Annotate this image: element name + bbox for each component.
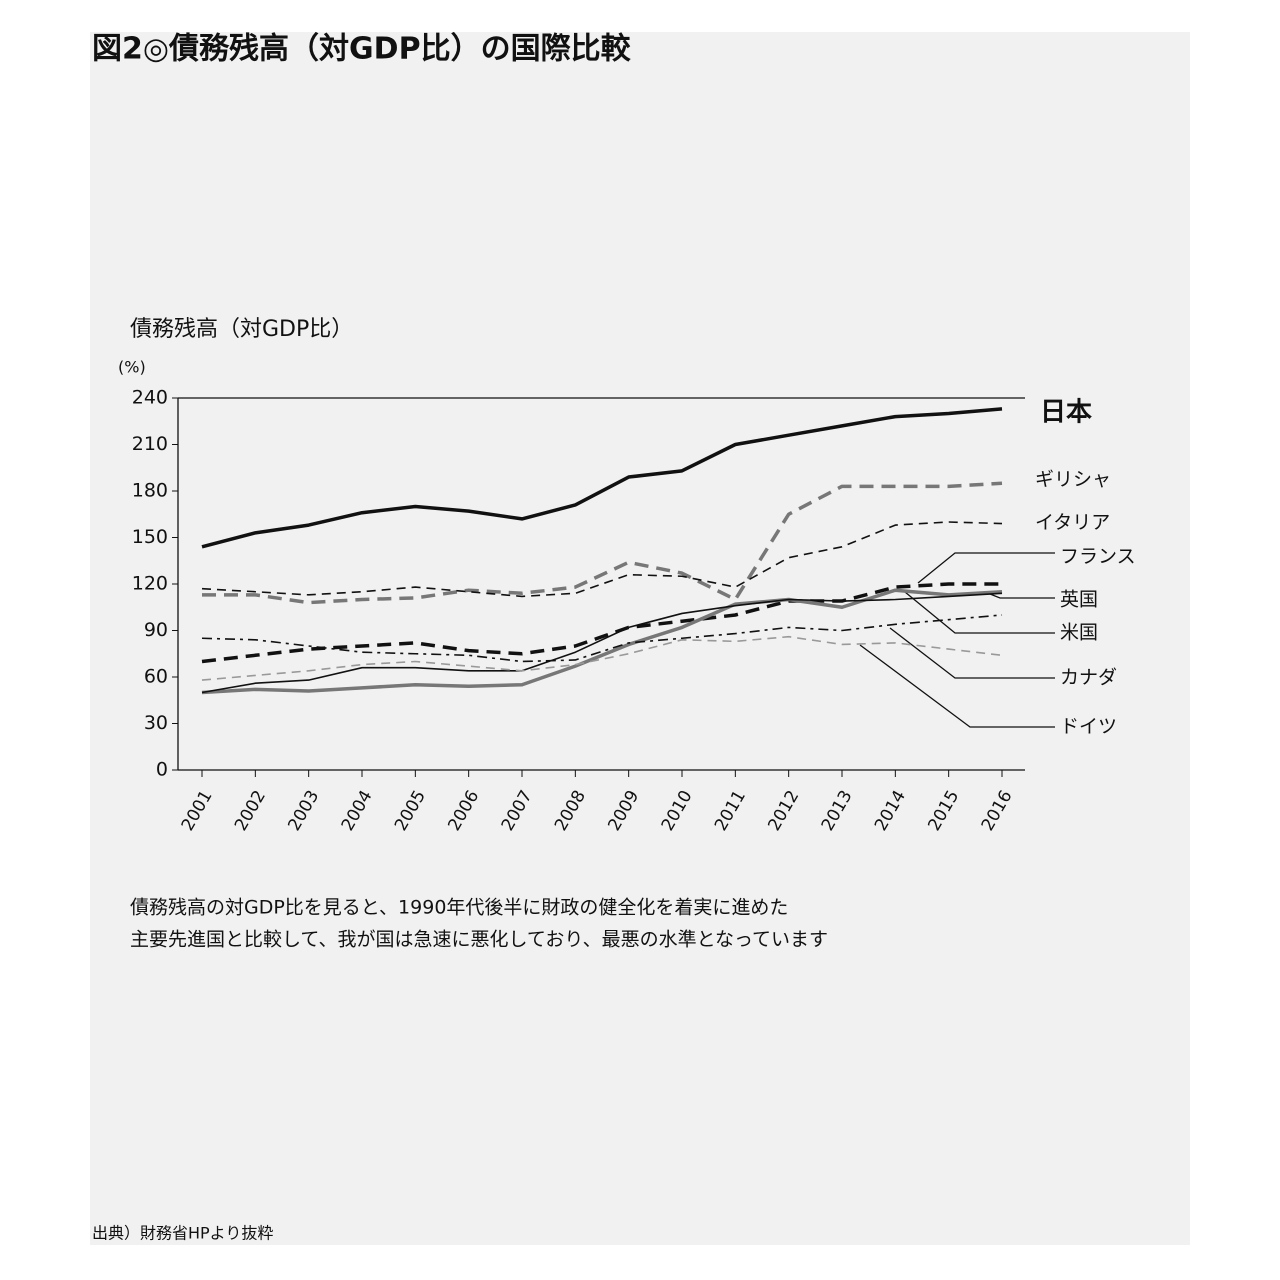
chart-title: 図2◎債務残高（対GDP比）の国際比較 — [92, 32, 632, 67]
series-line — [201, 407, 1003, 549]
legend-label: カナダ — [1060, 667, 1117, 689]
y-tick-label: 120 — [132, 573, 168, 595]
y-tick-label: 30 — [144, 712, 168, 734]
legend-label: 英国 — [1060, 589, 1098, 611]
legend-label: ドイツ — [1060, 716, 1117, 738]
y-tick-label: 0 — [156, 759, 168, 781]
y-tick-label: 150 — [132, 526, 168, 548]
series-line — [201, 588, 1003, 695]
caption: 主要先進国と比較して、我が国は急速に悪化しており、最悪の水準となっています — [130, 929, 828, 951]
legend-label: 米国 — [1060, 622, 1098, 644]
series-line — [201, 521, 1003, 598]
y-axis-label: 債務残高（対GDP比） — [130, 317, 353, 342]
legend-label: 日本 — [1040, 398, 1092, 428]
y-tick-label: 90 — [144, 619, 168, 641]
series-line — [201, 614, 1003, 663]
caption: 債務残高の対GDP比を見ると、1990年代後半に財政の健全化を着実に進めた — [130, 897, 788, 919]
legend-label: ギリシャ — [1035, 469, 1111, 491]
series-line — [202, 481, 1003, 605]
legend-label: イタリア — [1035, 512, 1110, 534]
panel — [90, 32, 1190, 1245]
y-tick-label: 210 — [132, 433, 168, 455]
series-line — [201, 592, 1003, 694]
series-line — [201, 582, 1002, 664]
y-unit: (%) — [118, 358, 146, 377]
source: 出典）財務省HPより抜粋 — [92, 1224, 273, 1243]
y-tick-label: 240 — [132, 387, 168, 409]
y-tick-label: 180 — [132, 480, 168, 502]
legend-label: フランス — [1060, 546, 1136, 568]
y-tick-label: 60 — [144, 666, 168, 688]
